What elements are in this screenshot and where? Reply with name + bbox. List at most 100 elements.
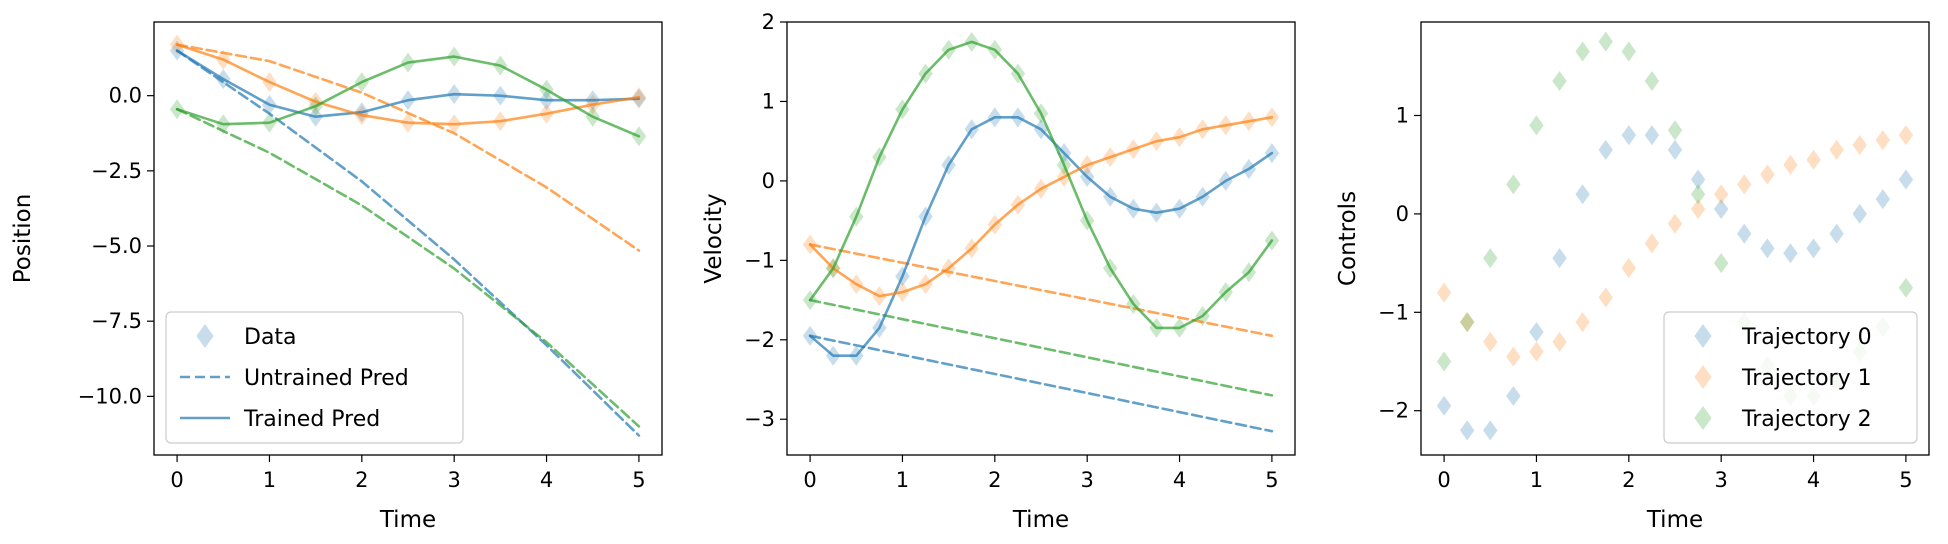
data-point-marker: [1575, 184, 1590, 205]
y-tick-label: 1: [762, 89, 775, 113]
y-tick-label: 0: [1396, 202, 1409, 226]
x-tick-label: 4: [1807, 468, 1820, 492]
legend: Data Untrained Pred Trained Pred: [165, 311, 464, 444]
x-tick-label: 3: [1714, 468, 1727, 492]
data-point-marker: [1575, 312, 1590, 333]
data-point-marker: [1483, 331, 1498, 352]
trained-pred-line: [808, 116, 1274, 298]
y-axis-label: Position: [10, 194, 36, 284]
legend-entry-label: Untrained Pred: [244, 366, 409, 391]
x-tick-label: 1: [263, 468, 276, 492]
data-point-marker: [1829, 223, 1844, 244]
y-tick-label: −2: [744, 328, 775, 352]
data-point-marker: [1644, 71, 1660, 92]
y-axis-label: Controls: [1335, 191, 1361, 286]
trained-pred-line: [175, 43, 641, 126]
trained-pred-line: [808, 116, 1274, 358]
x-tick-label: 5: [1265, 468, 1278, 492]
data-point-marker: [1644, 125, 1660, 146]
plot-area: [169, 34, 647, 437]
data-point-marker: [1598, 31, 1613, 52]
x-tick-label: 5: [632, 468, 645, 492]
y-tick-label: −2.5: [91, 159, 142, 183]
plot-frame: [786, 21, 1296, 456]
data-point-marker: [1506, 174, 1521, 195]
trained-pred-line: [808, 40, 1274, 330]
x-axis-label: Time: [1012, 507, 1069, 533]
data-point-marker: [1506, 346, 1521, 367]
plot-frame: [1420, 21, 1930, 456]
data-point-marker: [1829, 139, 1844, 160]
data-point-marker: [1806, 149, 1821, 170]
data-point-marker: [1667, 213, 1683, 234]
data-point-marker: [1690, 198, 1706, 219]
x-axis-label: Time: [1646, 507, 1703, 533]
x-tick-label: 0: [1437, 468, 1450, 492]
data-point-marker: [1898, 169, 1914, 190]
data-point-marker: [1598, 287, 1613, 308]
untrained-pred-line: [175, 49, 641, 437]
y-tick-label: 2: [762, 10, 775, 34]
untrained-pred-line: [175, 107, 641, 428]
legend-box: [1663, 311, 1918, 444]
data-point-marker: [1598, 139, 1613, 160]
plot-frame: [153, 21, 663, 456]
velocity-chart: 0 1 2 3 4 5 2 1 0 −1 −2 −3 Time Velocity: [701, 10, 1296, 533]
x-tick-label: 3: [1080, 468, 1093, 492]
data-point-marker: [1760, 238, 1775, 259]
data-point-marker: [1436, 395, 1452, 416]
data-point-marker: [1690, 169, 1706, 190]
legend-entry-label: Trajectory 1: [1741, 366, 1872, 391]
x-tick-label: 0: [803, 468, 816, 492]
data-point-marker: [1760, 164, 1775, 185]
data-point-marker: [1436, 351, 1452, 372]
data-point-marker: [1667, 120, 1683, 141]
data-point-marker: [1852, 135, 1867, 156]
legend-entry-label: Trained Pred: [243, 407, 380, 432]
data-point-marker: [1667, 139, 1683, 160]
data-point-marker: [1852, 203, 1867, 224]
x-tick-label: 4: [1173, 468, 1186, 492]
y-tick-label: 0: [762, 169, 775, 193]
legend-entry-label: Trajectory 0: [1741, 325, 1872, 350]
data-point-marker: [1621, 41, 1637, 62]
data-point-marker: [1529, 341, 1544, 362]
data-point-marker: [1552, 331, 1567, 352]
data-point-marker: [1552, 71, 1567, 92]
x-tick-label: 2: [1622, 468, 1635, 492]
legend-entry-label: Trajectory 2: [1741, 407, 1872, 432]
untrained-pred-line: [808, 298, 1274, 397]
data-point-marker: [1529, 321, 1544, 342]
data-point-marker: [1575, 41, 1590, 62]
trained-pred-line: [175, 55, 641, 138]
legend-entry-label: Data: [244, 325, 297, 350]
x-tick-label: 1: [896, 468, 909, 492]
data-point-marker: [1898, 125, 1914, 146]
x-tick-label: 4: [540, 468, 553, 492]
legend-box: [165, 311, 464, 444]
data-point-marker: [1806, 238, 1821, 259]
plot-area: [802, 31, 1280, 433]
data-point-marker: [1713, 198, 1729, 219]
data-point-marker: [1529, 115, 1544, 136]
y-tick-label: 0.0: [109, 84, 142, 108]
y-tick-label: −2: [1378, 399, 1409, 423]
y-tick-label: −7.5: [91, 309, 142, 333]
data-point-marker: [1483, 248, 1498, 269]
data-point-marker: [1459, 312, 1475, 333]
x-tick-label: 1: [1530, 468, 1543, 492]
position-chart: 0 1 2 3 4 5 0.0 −2.5 −5.0 −7.5 −10.0 Time Position Da…: [10, 21, 663, 533]
y-tick-label: 1: [1396, 103, 1409, 127]
data-point-marker: [1644, 233, 1660, 254]
data-point-marker: [1875, 189, 1891, 210]
data-point-marker: [1898, 277, 1914, 298]
legend-diamond-icon: [196, 324, 214, 348]
data-point-marker: [1459, 312, 1475, 333]
x-tick-label: 3: [447, 468, 460, 492]
data-point-marker: [1737, 174, 1752, 195]
untrained-pred-line: [175, 43, 641, 252]
data-point-marker: [1783, 243, 1798, 264]
y-tick-label: −3: [744, 407, 775, 431]
data-point-marker: [1459, 420, 1475, 441]
